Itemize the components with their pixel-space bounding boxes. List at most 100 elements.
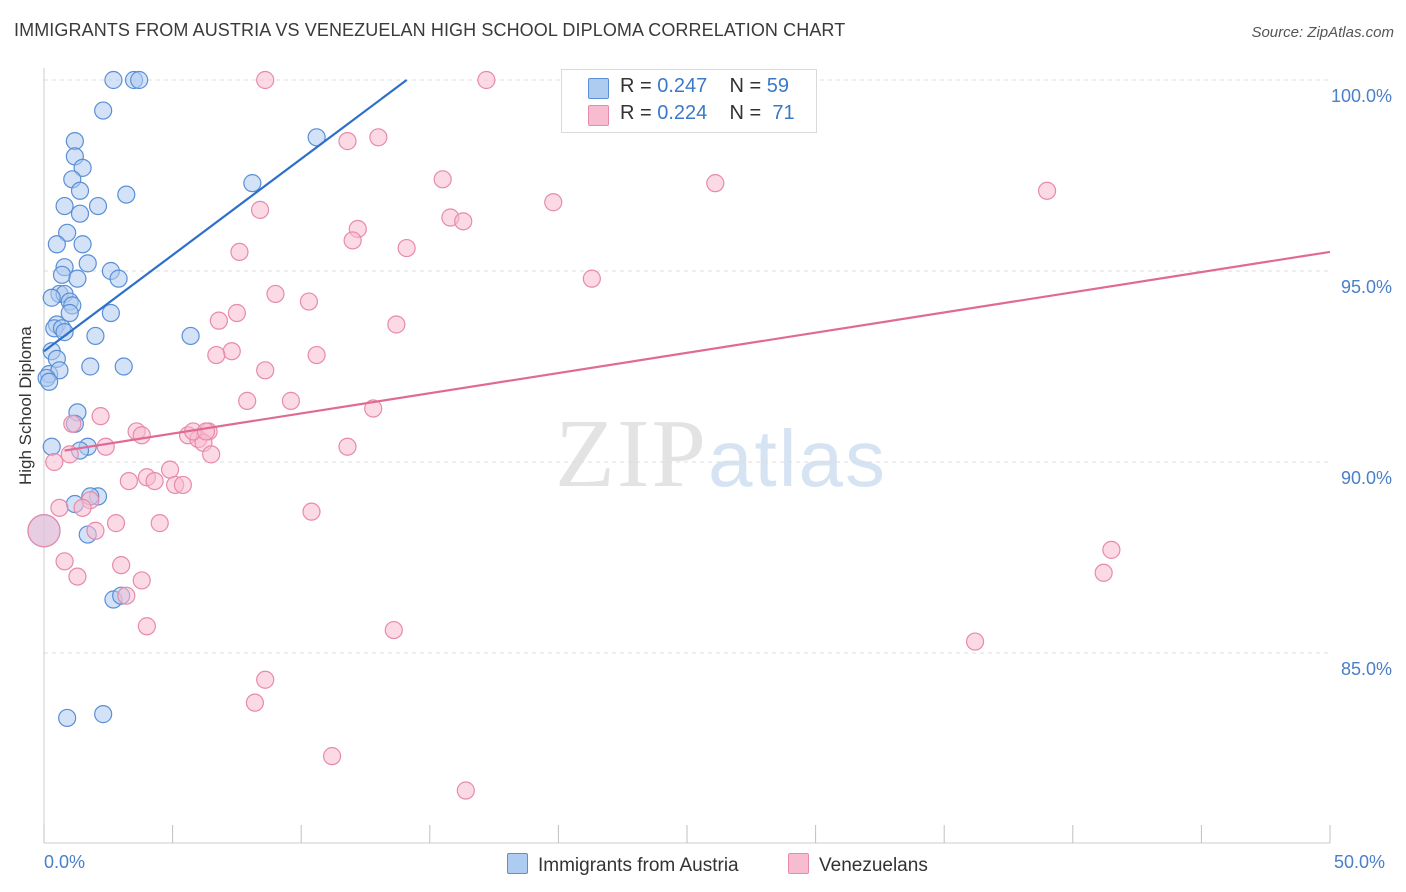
trendline-austria xyxy=(43,79,408,353)
point-austria-4 xyxy=(65,132,84,151)
point-austria-9 xyxy=(117,185,136,204)
point-venezuelans-66 xyxy=(965,632,985,651)
point-austria-33 xyxy=(86,326,105,346)
legend-item-austria: Immigrants from Austria xyxy=(507,853,739,877)
point-venezuelans-14 xyxy=(230,242,249,261)
point-venezuelans-24 xyxy=(256,361,275,380)
point-venezuelans-41 xyxy=(160,460,180,479)
y-tick-label-100: 100.0% xyxy=(1330,86,1392,106)
point-venezuelans-2 xyxy=(338,132,357,151)
point-austria-2 xyxy=(130,70,149,90)
point-venezuelans-63 xyxy=(245,693,265,712)
point-austria-6 xyxy=(73,158,92,177)
point-venezuelans-57 xyxy=(68,567,87,586)
point-venezuelans-19 xyxy=(209,311,228,330)
watermark-zip: ZIP xyxy=(555,400,708,508)
source-label: Source: ZipAtlas.com xyxy=(1251,24,1394,41)
point-austria-8 xyxy=(70,181,90,200)
point-venezuelans-45 xyxy=(173,475,192,495)
point-austria-57 xyxy=(243,174,262,193)
point-austria-58 xyxy=(307,128,326,147)
venezuelans-swatch xyxy=(588,105,609,126)
x-tick-label-0: 0.0% xyxy=(44,852,86,872)
x-tick-label-50: 50.0% xyxy=(1334,852,1386,872)
point-austria-10 xyxy=(55,196,74,216)
watermark-atlas: atlas xyxy=(708,414,887,503)
point-austria-11 xyxy=(88,196,108,216)
point-venezuelans-21 xyxy=(222,342,241,361)
point-venezuelans-51 xyxy=(106,514,126,533)
y-tick-label-90: 90.0% xyxy=(1340,468,1392,488)
point-venezuelans-65 xyxy=(456,781,475,800)
point-venezuelans-3 xyxy=(369,128,388,147)
point-venezuelans-12 xyxy=(343,231,362,250)
point-austria-42 xyxy=(40,372,59,391)
point-venezuelans-26 xyxy=(238,391,257,410)
point-venezuelans-54 xyxy=(27,514,61,548)
point-venezuelans-8 xyxy=(250,200,270,219)
point-venezuelans-16 xyxy=(266,284,285,304)
point-venezuelans-29 xyxy=(63,414,82,433)
point-austria-24 xyxy=(42,288,61,307)
point-venezuelans-23 xyxy=(207,345,226,365)
point-austria-46 xyxy=(42,437,61,456)
point-venezuelans-50 xyxy=(302,502,321,521)
point-venezuelans-49 xyxy=(50,498,69,517)
point-venezuelans-39 xyxy=(202,445,221,464)
point-venezuelans-68 xyxy=(1094,563,1113,582)
point-venezuelans-22 xyxy=(307,345,326,365)
point-austria-55 xyxy=(58,708,77,728)
point-venezuelans-64 xyxy=(322,747,342,766)
point-austria-20 xyxy=(109,269,128,288)
point-venezuelans-70 xyxy=(196,422,216,441)
point-venezuelans-25 xyxy=(281,391,301,410)
y-tick-label-95: 95.0% xyxy=(1340,277,1392,297)
point-venezuelans-52 xyxy=(150,514,169,533)
point-venezuelans-53 xyxy=(86,521,105,540)
point-austria-16 xyxy=(78,254,97,273)
point-austria-0 xyxy=(104,70,123,90)
point-venezuelans-62 xyxy=(256,670,275,689)
point-venezuelans-35 xyxy=(132,426,151,445)
point-venezuelans-5 xyxy=(706,174,725,193)
stats-legend: R = 0.247 N = 59 R = 0.224 N = 71 xyxy=(561,69,817,133)
point-venezuelans-48 xyxy=(73,498,92,517)
watermark: ZIPatlas xyxy=(555,398,887,510)
point-venezuelans-27 xyxy=(364,399,383,418)
point-venezuelans-4 xyxy=(433,170,452,189)
point-austria-27 xyxy=(60,303,79,323)
point-austria-15 xyxy=(73,235,92,254)
point-austria-28 xyxy=(101,303,120,323)
point-venezuelans-56 xyxy=(112,556,131,575)
y-tick-label-85: 85.0% xyxy=(1340,659,1392,679)
point-austria-13 xyxy=(58,223,77,242)
point-venezuelans-46 xyxy=(119,472,138,491)
point-venezuelans-18 xyxy=(227,303,246,323)
point-venezuelans-58 xyxy=(132,571,151,590)
point-austria-38 xyxy=(114,357,133,376)
point-austria-21 xyxy=(68,269,87,288)
point-venezuelans-36 xyxy=(96,437,115,456)
austria-swatch xyxy=(588,78,609,99)
chart-title: IMMIGRANTS FROM AUSTRIA VS VENEZUELAN HI… xyxy=(14,20,846,40)
point-venezuelans-1 xyxy=(477,70,496,90)
point-venezuelans-55 xyxy=(55,552,74,571)
legend-item-venezuelans: Venezuelans xyxy=(788,853,928,877)
point-venezuelans-67 xyxy=(1102,540,1121,559)
point-austria-14 xyxy=(47,235,66,254)
y-axis-label: High School Diploma xyxy=(16,326,35,485)
point-venezuelans-37 xyxy=(338,437,357,456)
point-austria-19 xyxy=(52,265,72,284)
point-venezuelans-40 xyxy=(45,452,64,472)
point-venezuelans-20 xyxy=(387,315,406,334)
point-venezuelans-43 xyxy=(145,472,164,491)
trendline-venezuelans xyxy=(64,250,1331,452)
point-venezuelans-60 xyxy=(384,620,403,640)
point-austria-12 xyxy=(70,204,90,223)
point-venezuelans-0 xyxy=(256,70,275,90)
point-venezuelans-7 xyxy=(544,193,563,212)
point-austria-3 xyxy=(94,101,113,120)
point-venezuelans-6 xyxy=(1037,181,1057,200)
point-venezuelans-17 xyxy=(299,292,319,311)
